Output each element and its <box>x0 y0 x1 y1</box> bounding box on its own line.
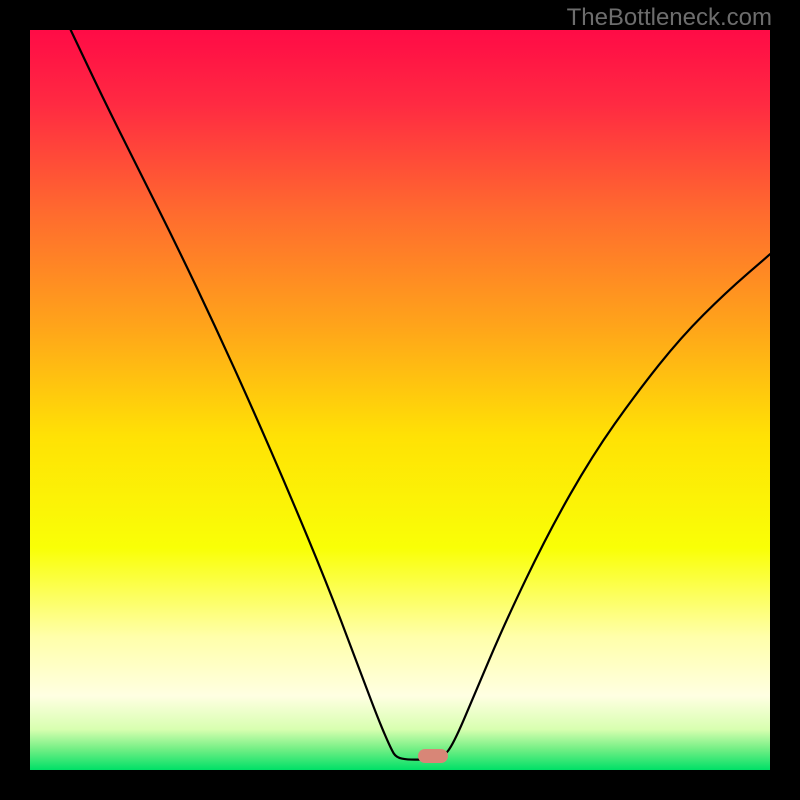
watermark-text: TheBottleneck.com <box>567 4 772 32</box>
bottleneck-curve <box>30 30 770 770</box>
minimum-marker <box>418 749 448 763</box>
plot-area <box>30 30 770 770</box>
